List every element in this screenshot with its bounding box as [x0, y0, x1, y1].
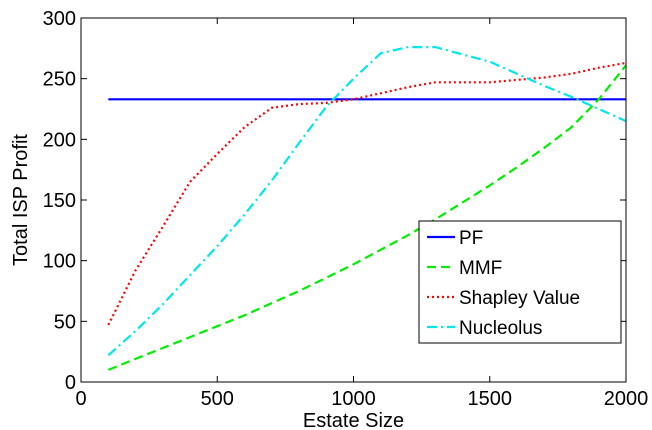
series-line-shapley-value	[107, 61, 627, 326]
x-tick-label: 1000	[331, 388, 376, 410]
x-tick-label: 0	[75, 388, 86, 410]
legend-label-pf: PF	[459, 228, 483, 249]
y-axis-label: Total ISP Profit	[10, 134, 32, 266]
y-tick-label: 0	[65, 372, 76, 394]
legend-label-nucleolus: Nucleolus	[459, 318, 542, 339]
y-tick-label: 100	[43, 251, 76, 273]
x-tick-label: 1500	[468, 388, 513, 410]
x-tick-label: 2000	[604, 388, 649, 410]
legend: PF MMF Shapley Value Nucleolus	[418, 220, 622, 344]
y-tick-label: 150	[43, 190, 76, 212]
series-line-mmf	[107, 64, 627, 371]
series-line-nucleolus	[107, 45, 627, 357]
legend-label-shapley-value: Shapley Value	[459, 288, 580, 309]
legend-label-mmf: MMF	[459, 258, 502, 279]
legend-box	[418, 220, 622, 344]
y-tick-label: 50	[54, 311, 76, 333]
y-tick-label: 200	[43, 129, 76, 151]
axes-layer: 0 500 1000 1500 2000 0 50 100 150 200 250 300	[43, 8, 649, 410]
y-tick-label: 300	[43, 8, 76, 30]
x-tick-label: 500	[201, 388, 234, 410]
series-layer	[107, 45, 627, 371]
y-tick-label: 250	[43, 69, 76, 91]
x-axis-label: Estate Size	[303, 410, 404, 430]
